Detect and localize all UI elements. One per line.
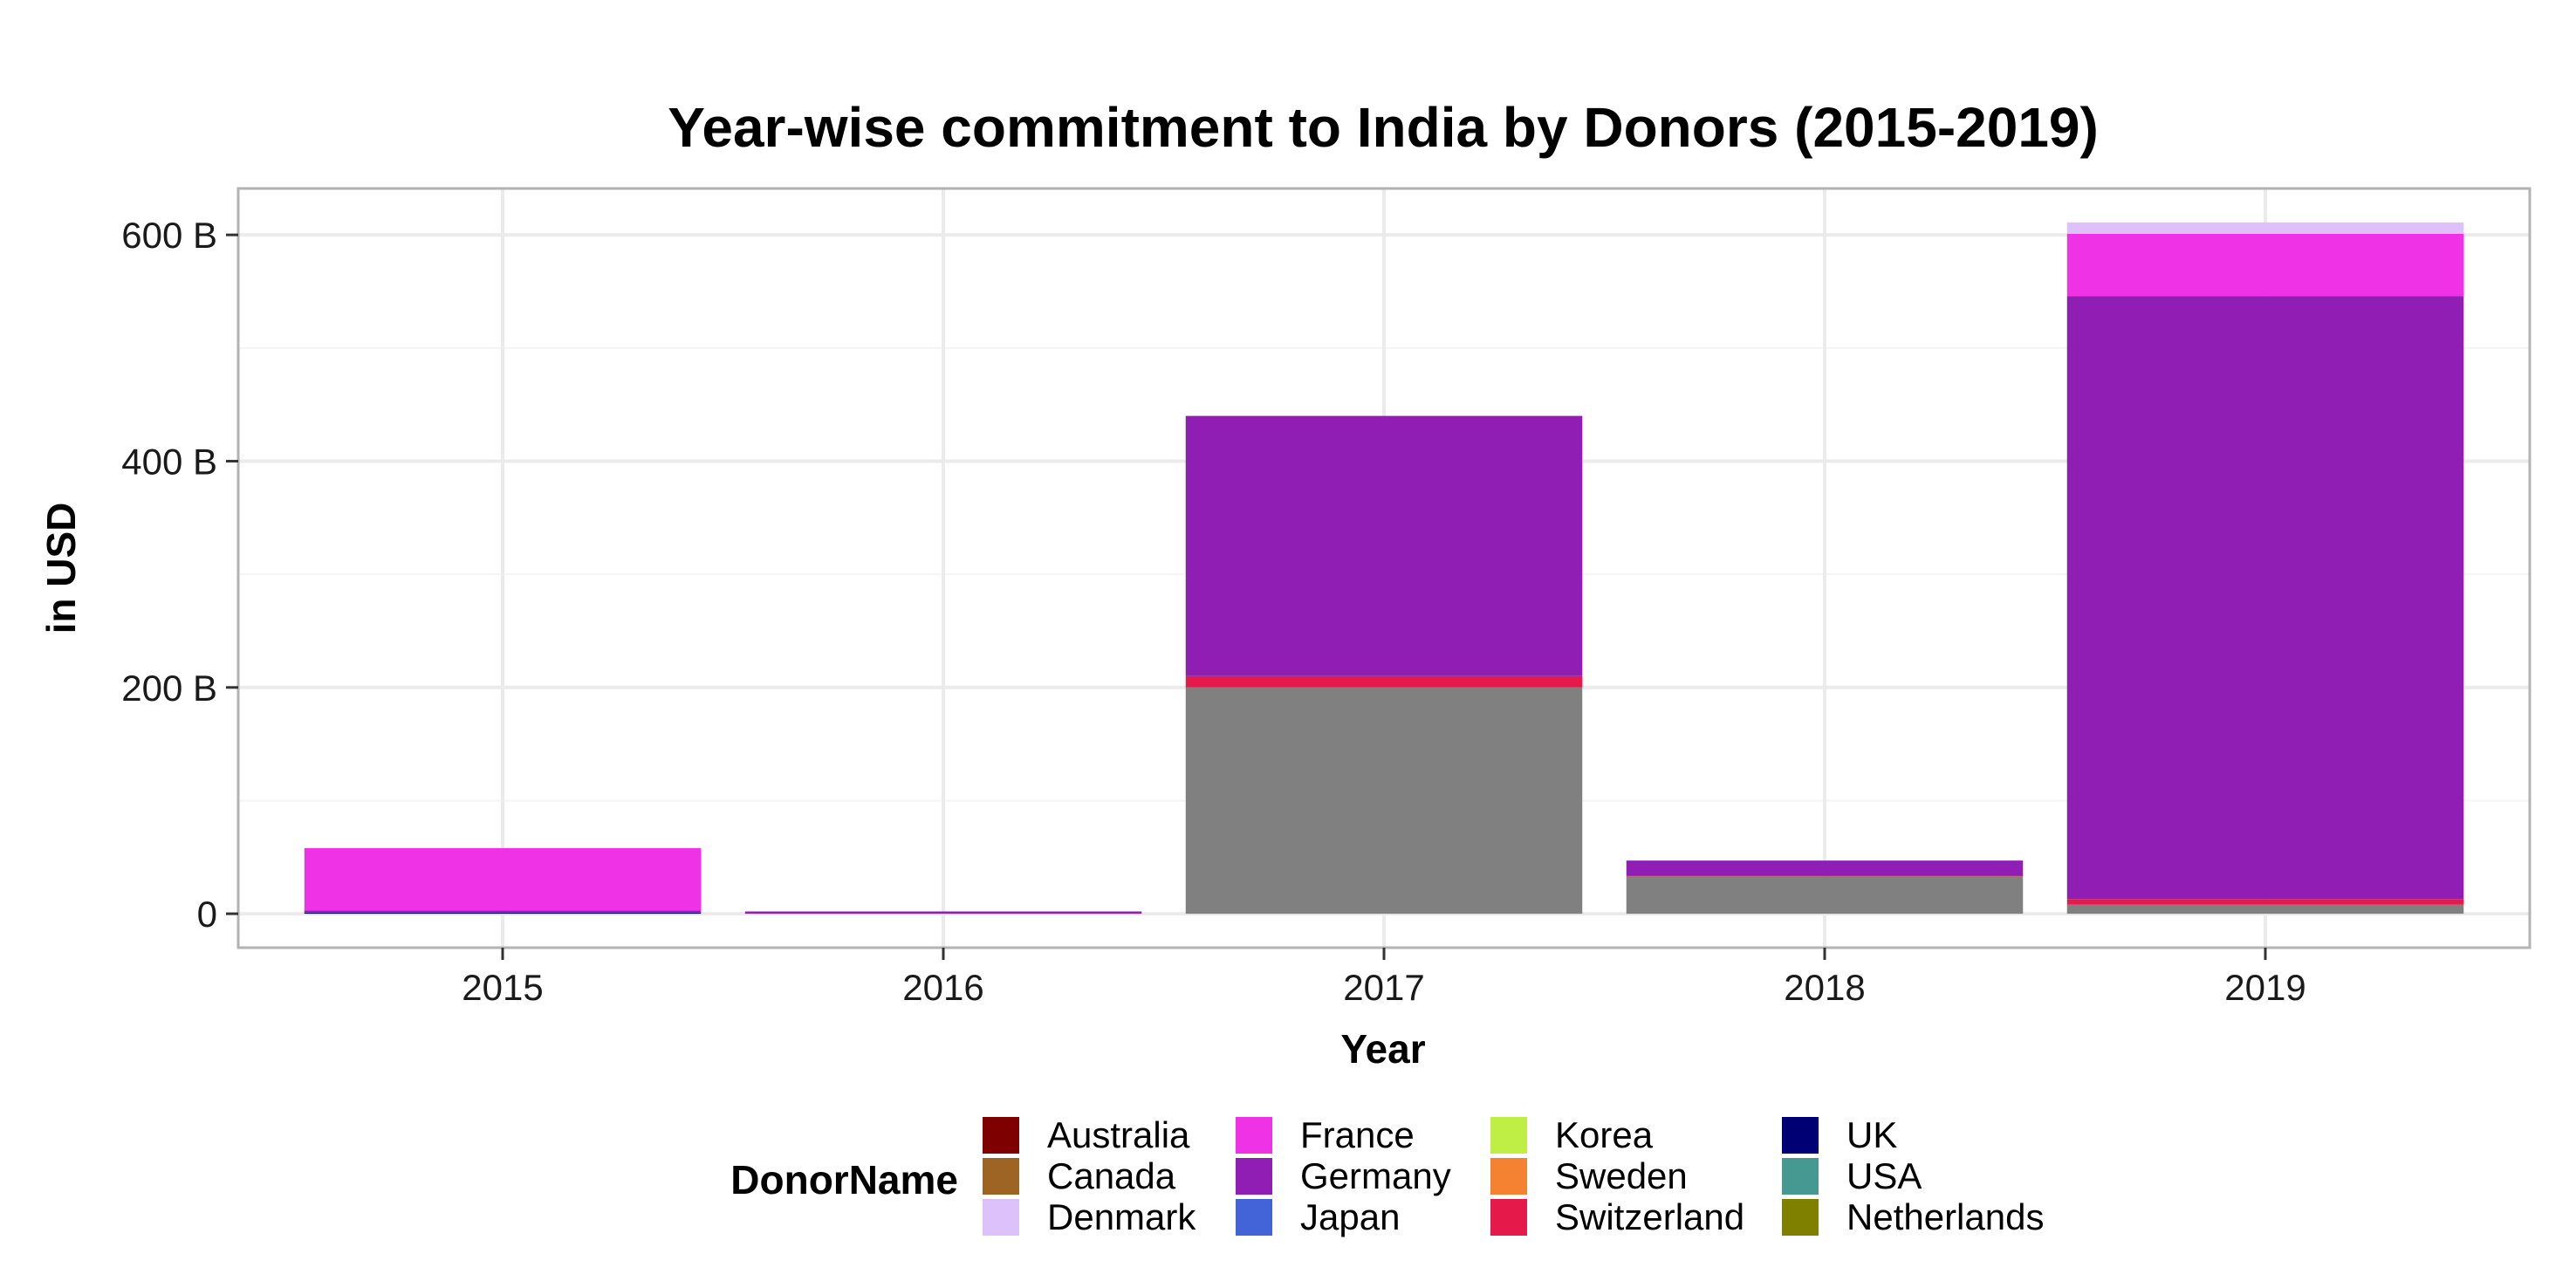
bar-2017-germany bbox=[1185, 415, 1583, 676]
x-tick-label: 2019 bbox=[2224, 967, 2305, 1008]
x-axis-title: Year bbox=[1340, 1026, 1425, 1072]
y-tick-label: 0 bbox=[197, 894, 217, 935]
bar-2018-switzerland bbox=[1626, 875, 2024, 877]
legend-swatch-netherlands bbox=[1782, 1199, 1819, 1236]
legend-swatch-japan bbox=[1236, 1199, 1272, 1236]
bar-2018-unlabeled bbox=[1626, 876, 2024, 915]
bar-2015-germany bbox=[304, 910, 702, 913]
y-axis-title: in USD bbox=[38, 503, 84, 634]
legend-swatch-france bbox=[1236, 1117, 1272, 1154]
bar-2019-switzerland bbox=[2066, 899, 2464, 905]
legend-swatch-korea bbox=[1490, 1117, 1527, 1154]
x-tick-label: 2017 bbox=[1343, 967, 1424, 1008]
bar-2019-unlabeled bbox=[2066, 904, 2464, 915]
legend-label-canada: Canada bbox=[1047, 1155, 1176, 1196]
legend-label-netherlands: Netherlands bbox=[1846, 1196, 2044, 1237]
bar-2015-france bbox=[304, 847, 702, 911]
legend-label-korea: Korea bbox=[1555, 1114, 1654, 1155]
x-axis: 2015 2016 2017 2018 2019 bbox=[462, 948, 2306, 1008]
x-tick-label: 2018 bbox=[1784, 967, 1865, 1008]
bar-2017-unlabeled bbox=[1185, 687, 1583, 915]
bar-2019-denmark bbox=[2066, 222, 2464, 234]
legend-label-australia: Australia bbox=[1047, 1114, 1190, 1155]
legend-title: DonorName bbox=[730, 1157, 958, 1202]
legend-label-denmark: Denmark bbox=[1047, 1196, 1196, 1237]
bar-2017-switzerland bbox=[1185, 675, 1583, 688]
legend-swatch-denmark bbox=[983, 1199, 1019, 1236]
y-tick-label: 600 B bbox=[121, 215, 217, 256]
x-tick-label: 2016 bbox=[902, 967, 983, 1008]
legend-swatch-germany bbox=[1236, 1158, 1272, 1195]
legend-label-uk: UK bbox=[1846, 1114, 1897, 1155]
legend-label-usa: USA bbox=[1846, 1155, 1922, 1196]
bar-2016-germany bbox=[744, 911, 1142, 915]
legend-swatch-australia bbox=[983, 1117, 1019, 1154]
legend-label-japan: Japan bbox=[1300, 1196, 1400, 1237]
bar-2019-france bbox=[2066, 233, 2464, 297]
bars bbox=[304, 222, 2464, 915]
bar-2019-germany bbox=[2066, 296, 2464, 900]
legend-swatch-canada bbox=[983, 1158, 1019, 1195]
legend-label-france: France bbox=[1300, 1114, 1415, 1155]
chart-title: Year-wise commitment to India by Donors … bbox=[668, 96, 2099, 159]
y-tick-label: 200 B bbox=[121, 668, 217, 709]
bar-2015-uk bbox=[304, 912, 702, 915]
legend-swatch-usa bbox=[1782, 1158, 1819, 1195]
x-tick-label: 2015 bbox=[462, 967, 543, 1008]
y-tick-label: 400 B bbox=[121, 441, 217, 482]
legend-label-germany: Germany bbox=[1300, 1155, 1451, 1196]
y-axis: 0 200 B 400 B 600 B bbox=[121, 215, 238, 935]
bar-2018-germany bbox=[1626, 860, 2024, 876]
legend-swatch-uk bbox=[1782, 1117, 1819, 1154]
legend-label-switzerland: Switzerland bbox=[1555, 1196, 1744, 1237]
legend-label-sweden: Sweden bbox=[1555, 1155, 1688, 1196]
legend-swatch-sweden bbox=[1490, 1158, 1527, 1195]
legend-swatch-switzerland bbox=[1490, 1199, 1527, 1236]
